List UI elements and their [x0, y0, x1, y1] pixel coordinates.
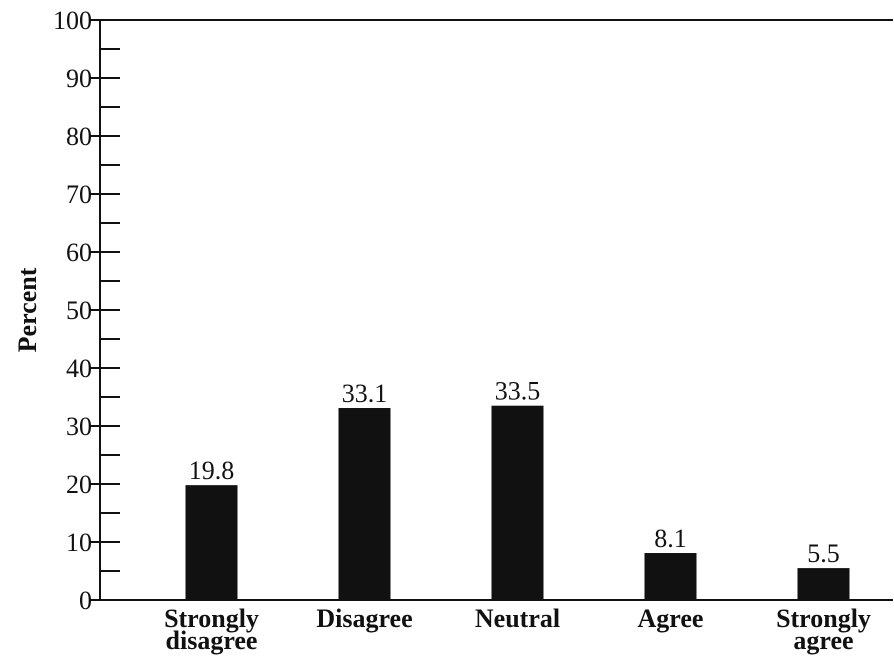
value-label: 33.5 [495, 377, 541, 406]
bar [797, 568, 850, 600]
x-tick-label: Neutral [474, 604, 561, 633]
x-tick-label: Disagree [316, 604, 413, 633]
y-tick-label: 10 [66, 528, 92, 557]
y-tick-label: 100 [53, 6, 92, 35]
y-tick-label: 0 [79, 586, 92, 615]
y-tick-label: 40 [66, 354, 92, 383]
y-tick-label: 20 [66, 470, 92, 499]
bar [185, 485, 238, 600]
value-label: 19.8 [189, 456, 235, 485]
y-tick-label: 90 [66, 64, 92, 93]
y-tick-label: 30 [66, 412, 92, 441]
y-tick-label: 80 [66, 122, 92, 151]
x-tick-label: Strongly agree [776, 604, 871, 655]
value-label: 5.5 [807, 539, 840, 568]
x-tick-label: Agree [637, 604, 704, 633]
y-tick-label: 50 [66, 296, 92, 325]
y-tick-label: 60 [66, 238, 92, 267]
bar [644, 553, 697, 600]
y-tick-label: 70 [66, 180, 92, 209]
bar [491, 405, 544, 600]
y-axis-label: Percent [13, 267, 42, 352]
value-label: 33.1 [342, 379, 388, 408]
value-label: 8.1 [654, 524, 687, 553]
bar [338, 408, 391, 600]
x-tick-label: Strongly disagree [164, 604, 259, 655]
